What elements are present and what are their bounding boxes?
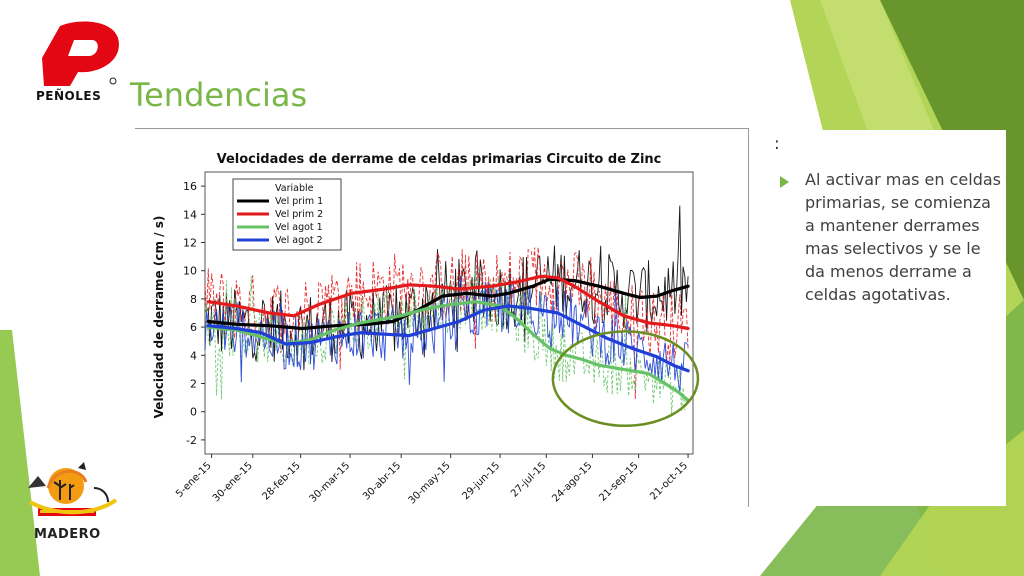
y-tick-label: 6 (190, 321, 197, 334)
y-tick-label: -2 (186, 434, 197, 447)
panel-colon: : (774, 134, 780, 154)
green-deco-left (0, 330, 40, 576)
bullet-arrow-icon (780, 176, 789, 188)
madero-logo-icon (28, 462, 118, 516)
y-tick-label: 14 (183, 208, 197, 221)
legend-entry: Vel prim 1 (275, 196, 323, 207)
x-tick-label: 24-ago-15 (550, 460, 594, 504)
legend-entry: Vel agot 1 (275, 222, 323, 233)
annotation-ellipse (551, 330, 700, 428)
text-panel (768, 130, 1006, 506)
penoles-logo-text: PEÑOLES (36, 89, 102, 103)
y-tick-label: 16 (183, 180, 197, 193)
chart-container: Velocidades de derrame de celdas primari… (135, 128, 749, 507)
x-tick-label: 30-mar-15 (308, 460, 353, 505)
y-tick-label: 8 (190, 293, 197, 306)
chart-ylabel: Velocidad de derrame (cm / s) (152, 216, 166, 419)
x-tick-label: 28-feb-15 (261, 460, 303, 502)
series-raw-line (204, 275, 689, 392)
legend-title: Variable (275, 183, 314, 194)
x-tick-label: 27-jul-15 (509, 460, 548, 499)
y-tick-label: 12 (183, 237, 197, 250)
x-tick-label: 29-jun-15 (460, 460, 502, 502)
slide-title: Tendencias (130, 76, 308, 114)
y-tick-label: 2 (190, 378, 197, 391)
line-chart: Velocidades de derrame de celdas primari… (152, 152, 700, 507)
series-trend-line (206, 274, 690, 331)
y-tick-label: 10 (183, 265, 197, 278)
x-tick-label: 30-may-15 (407, 460, 453, 506)
x-tick-label: 5-ene-15 (174, 460, 214, 500)
y-tick-label: 4 (190, 349, 197, 362)
x-tick-label: 30-abr-15 (361, 460, 403, 502)
madero-logo-text: MADERO (34, 527, 101, 542)
series-trend-line (206, 277, 690, 331)
series-trend-line (206, 300, 690, 402)
x-tick-label: 21-sep-15 (597, 460, 640, 503)
x-tick-label: 30-ene-15 (211, 460, 255, 504)
penoles-logo-icon (42, 21, 119, 86)
legend-entry: Vel prim 2 (275, 209, 323, 220)
x-tick-label: 21-oct-15 (648, 460, 690, 502)
bullet-text: Al activar mas en celdas primarias, se c… (805, 170, 1001, 304)
series-trend-line (206, 304, 690, 373)
y-tick-label: 0 (190, 406, 197, 419)
series-raw-line (204, 270, 689, 415)
chart-title: Velocidades de derrame de celdas primari… (217, 152, 662, 167)
legend-entry: Vel agot 2 (275, 235, 323, 246)
